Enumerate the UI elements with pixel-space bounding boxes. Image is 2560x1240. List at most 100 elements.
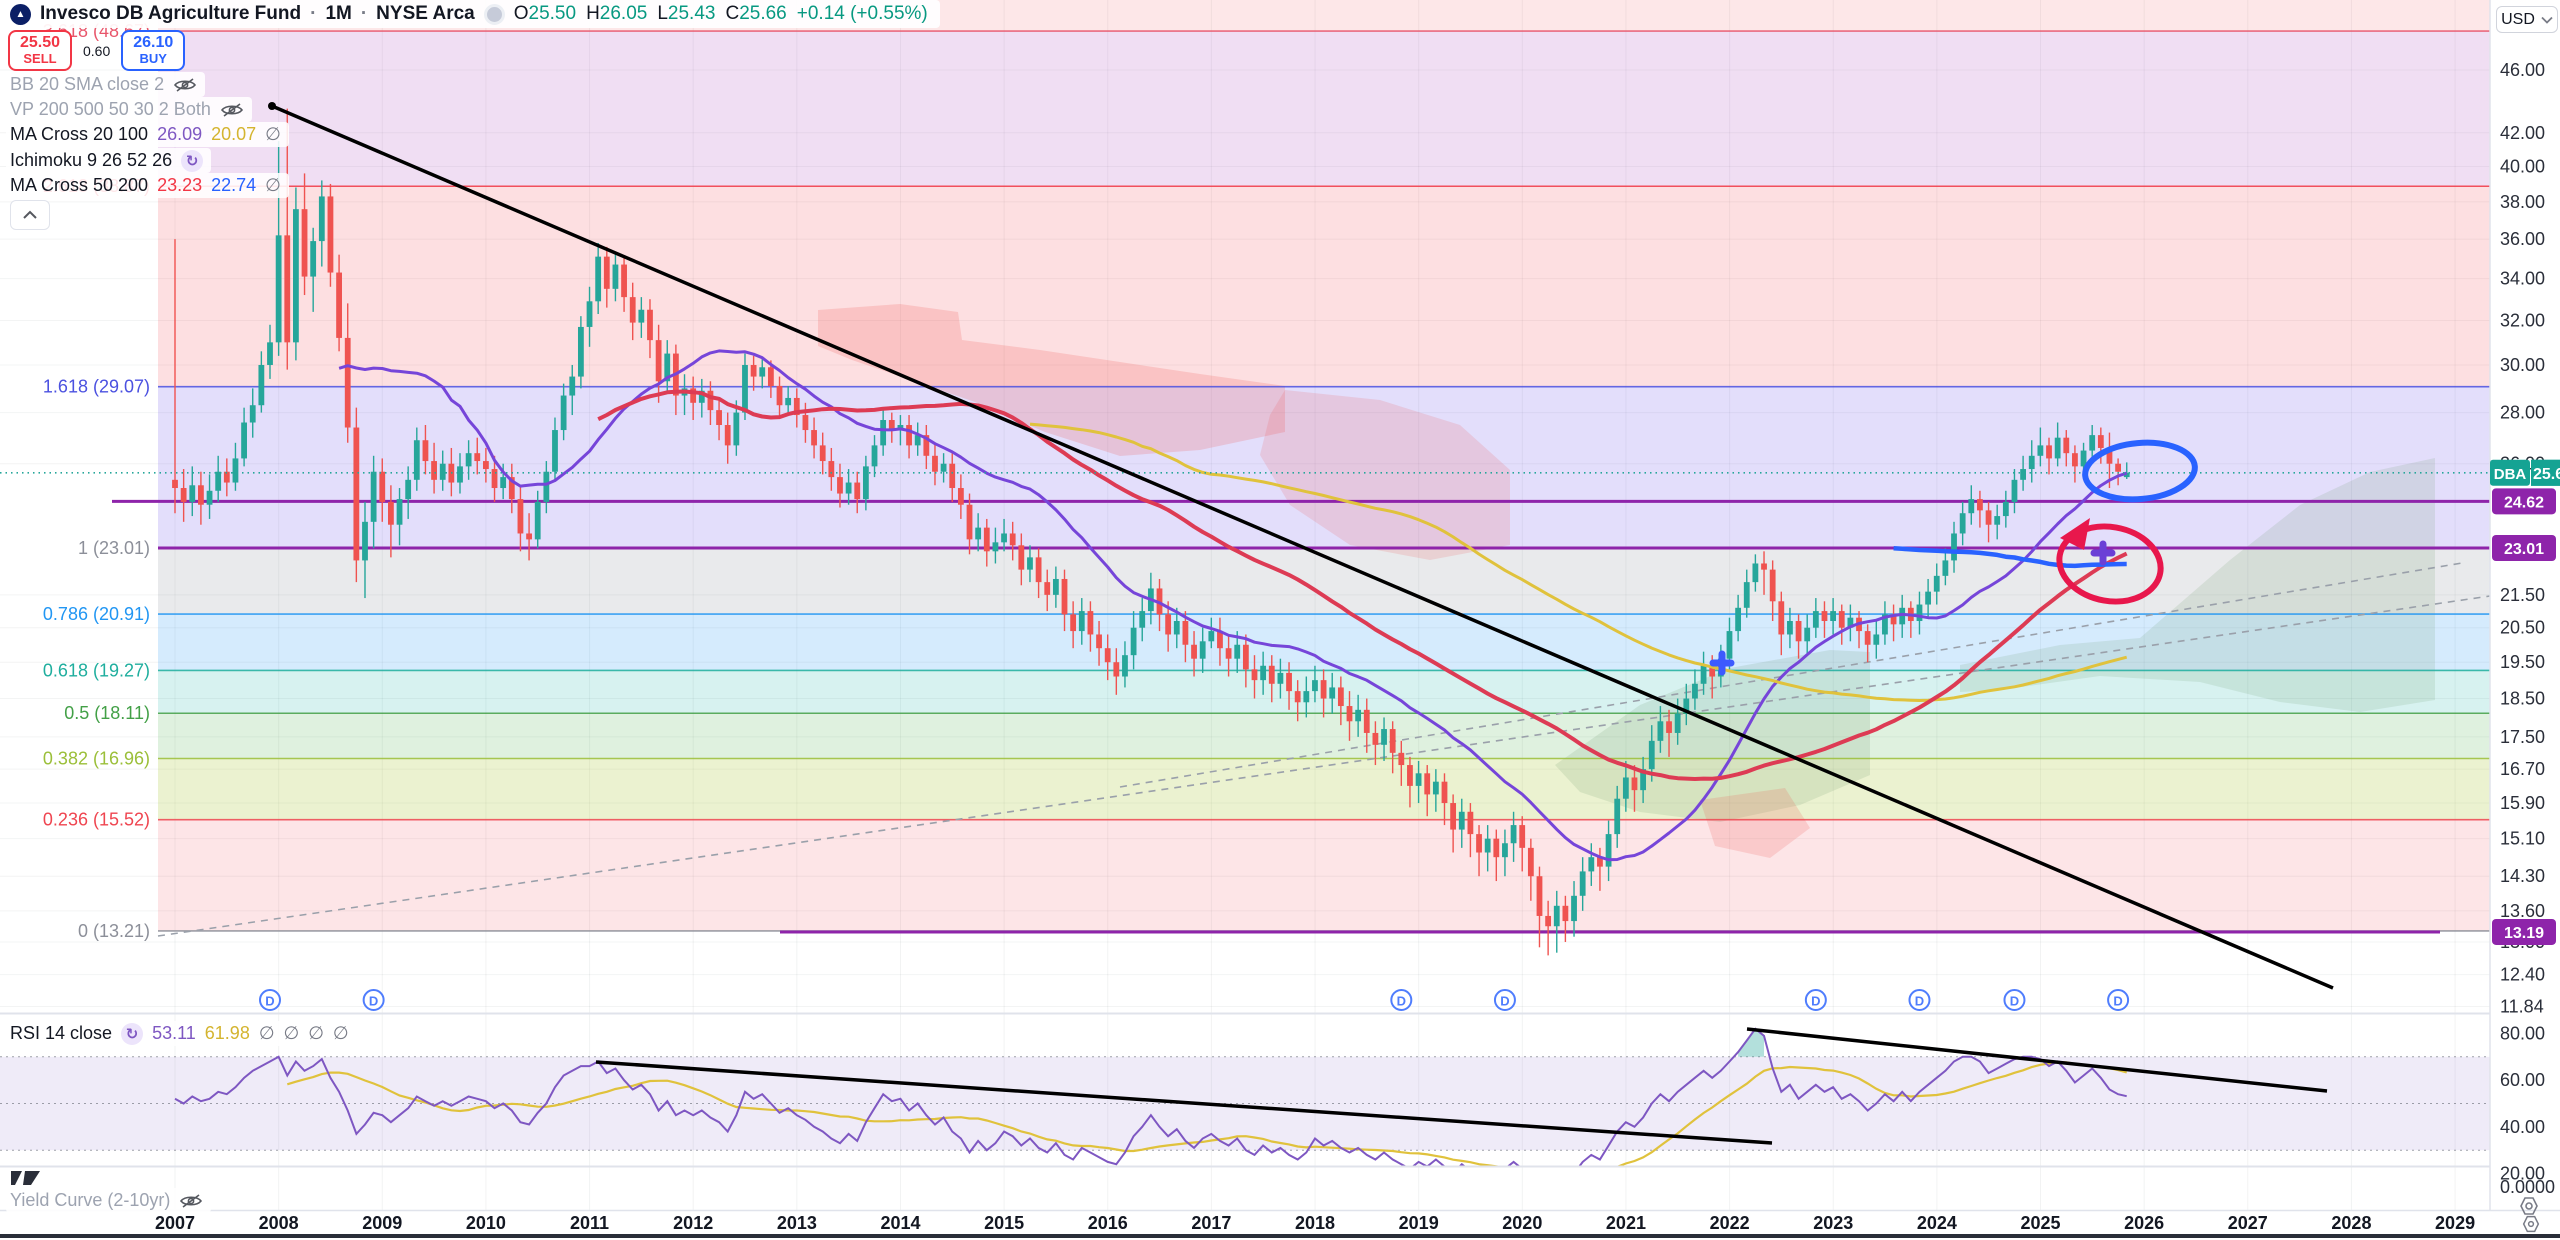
null-value: ∅ [258, 1023, 275, 1043]
svg-text:20.50: 20.50 [2500, 618, 2545, 638]
null-value: ∅ [265, 124, 281, 144]
legend-row-ma-cross-20-100[interactable]: MA Cross 20 100 26.09 20.07 ∅ [6, 122, 289, 147]
svg-text:17.50: 17.50 [2500, 727, 2545, 747]
symbol-logo-icon: ▲ [10, 3, 31, 25]
svg-text:2009: 2009 [362, 1213, 402, 1233]
trade-panel: 25.50 SELL 0.60 26.10 BUY [8, 30, 186, 71]
change-value: +0.14 (+0.55%) [796, 3, 928, 24]
null-value: ∅ [283, 1023, 300, 1043]
legend-row-ichimoku[interactable]: Ichimoku 9 26 52 26 ↻ [6, 148, 212, 173]
legend-row-ma-cross-50-200[interactable]: MA Cross 50 200 23.23 22.74 ∅ [6, 173, 289, 198]
indicator-title: BB 20 SMA close 2 [10, 74, 165, 94]
svg-text:2007: 2007 [155, 1213, 195, 1233]
svg-text:2019: 2019 [1399, 1213, 1439, 1233]
price-badge: 13.19 [2492, 918, 2556, 945]
ohlc-values: O25.50 H26.05 L25.43 C25.66 +0.14 (+0.55… [513, 3, 928, 24]
indicator-value: 53.11 [152, 1023, 196, 1043]
eye-hidden-icon[interactable] [220, 102, 244, 118]
legend-row-yield-curve[interactable]: Yield Curve (2-10yr) [6, 1188, 212, 1213]
high-value: 26.05 [599, 3, 648, 24]
red-arrowhead [2060, 518, 2090, 550]
ma-cross-marker [1709, 650, 1735, 676]
svg-text:28.00: 28.00 [2500, 403, 2545, 423]
svg-text:24.62: 24.62 [2504, 494, 2544, 511]
svg-text:2014: 2014 [880, 1213, 920, 1233]
svg-text:2010: 2010 [466, 1213, 506, 1233]
eye-hidden-icon[interactable] [173, 77, 197, 93]
rsi-line [174, 1027, 2127, 1166]
indicator-title: VP 200 500 50 30 2 Both [10, 99, 211, 119]
svg-text:25.66: 25.66 [2533, 466, 2560, 483]
interval-label[interactable]: 1M [325, 3, 352, 24]
svg-text:40.00: 40.00 [2500, 1117, 2545, 1137]
blue-ellipse-drawing [2082, 439, 2198, 503]
svg-text:2016: 2016 [1088, 1213, 1128, 1233]
price-badge: 24.62 [2492, 488, 2556, 515]
symbol-header: ▲ Invesco DB Agriculture Fund · 1M · NYS… [6, 0, 940, 28]
svg-text:2008: 2008 [259, 1213, 299, 1233]
legend-row-vp[interactable]: VP 200 500 50 30 2 Both [6, 97, 252, 122]
svg-text:0.5 (18.11): 0.5 (18.11) [64, 703, 150, 723]
symbol-title[interactable]: Invesco DB Agriculture Fund [40, 3, 302, 24]
indicator-value: 20.07 [211, 124, 257, 144]
svg-text:D: D [1397, 994, 1406, 1009]
svg-text:2026: 2026 [2124, 1213, 2164, 1233]
time-axis-settings-icon[interactable] [2520, 1213, 2542, 1240]
svg-text:1 (23.01): 1 (23.01) [78, 538, 150, 558]
legend-row-bb[interactable]: BB 20 SMA close 2 [6, 72, 206, 97]
svg-text:DBA: DBA [2494, 466, 2527, 483]
sell-button[interactable]: 25.50 SELL [8, 30, 72, 71]
currency-label: USD [2501, 10, 2535, 28]
svg-text:D: D [1915, 994, 1924, 1009]
svg-text:2023: 2023 [1813, 1213, 1853, 1233]
svg-text:15.10: 15.10 [2500, 829, 2545, 849]
svg-text:2015: 2015 [984, 1213, 1024, 1233]
svg-text:0.0000: 0.0000 [2500, 1177, 2555, 1197]
ma-line-200 [1893, 545, 2127, 569]
price-scale-settings-icon[interactable] [2517, 1194, 2541, 1223]
trendline [271, 104, 2334, 990]
svg-text:11.84: 11.84 [2500, 996, 2544, 1016]
svg-text:2018: 2018 [1295, 1213, 1335, 1233]
market-status-icon[interactable] [483, 3, 505, 25]
svg-text:40.00: 40.00 [2500, 156, 2545, 176]
exchange-label: NYSE Arca [376, 3, 475, 24]
indicator-value: 22.74 [211, 175, 257, 195]
rsi-trendline [1746, 1027, 2328, 1093]
svg-text:0.618 (19.27): 0.618 (19.27) [43, 660, 150, 680]
svg-text:16.70: 16.70 [2500, 759, 2545, 779]
null-value: ∅ [308, 1023, 324, 1043]
svg-text:2012: 2012 [673, 1213, 713, 1233]
candlesticks [172, 108, 2130, 956]
null-value: ∅ [332, 1023, 349, 1043]
pane-controls-icon[interactable] [10, 1170, 44, 1191]
separator-dot: · [360, 3, 368, 24]
currency-selector[interactable]: USD [2496, 6, 2558, 33]
ma-line-20 [338, 349, 2128, 862]
svg-text:2021: 2021 [1606, 1213, 1646, 1233]
svg-text:80.00: 80.00 [2500, 1023, 2545, 1043]
svg-text:D: D [2113, 994, 2122, 1009]
svg-text:32.00: 32.00 [2500, 310, 2545, 330]
svg-text:D: D [265, 994, 274, 1009]
loading-icon: ↻ [181, 149, 204, 172]
open-value: 25.50 [528, 3, 577, 24]
svg-text:38.00: 38.00 [2500, 192, 2545, 212]
buy-button[interactable]: 26.10 BUY [121, 30, 186, 71]
ma-cross-marker [2090, 540, 2116, 566]
legend-collapse-button[interactable] [10, 200, 50, 230]
svg-text:0.382 (16.96): 0.382 (16.96) [43, 749, 150, 769]
svg-text:0.236 (15.52): 0.236 (15.52) [43, 810, 150, 830]
indicator-title: Yield Curve (2-10yr) [10, 1190, 171, 1210]
svg-text:2013: 2013 [777, 1213, 817, 1233]
svg-text:2027: 2027 [2228, 1213, 2268, 1233]
legend-row-rsi[interactable]: RSI 14 close ↻ 53.11 61.98 ∅ ∅ ∅ ∅ [6, 1021, 357, 1046]
svg-text:D: D [1500, 994, 1509, 1009]
indicator-value: 26.09 [157, 124, 203, 144]
svg-text:D: D [369, 994, 378, 1009]
svg-text:30.00: 30.00 [2500, 355, 2545, 375]
eye-hidden-icon[interactable] [179, 1193, 203, 1209]
